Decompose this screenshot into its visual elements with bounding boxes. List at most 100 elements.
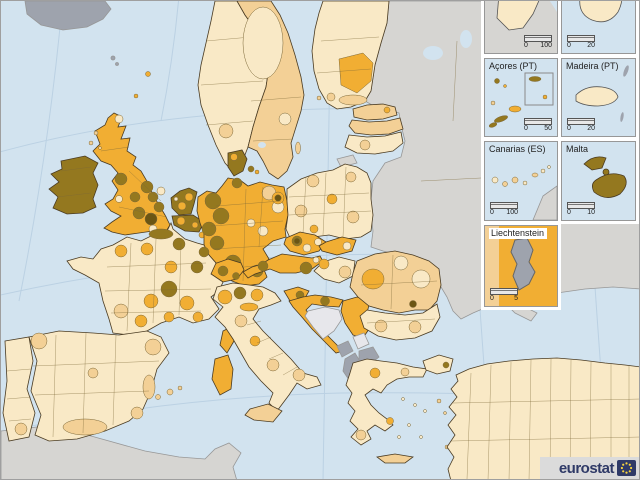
mallorca	[166, 388, 174, 396]
country-sweden	[236, 1, 305, 180]
country-romania	[349, 250, 442, 314]
scalebar: 0 20	[567, 34, 595, 50]
scale-min: 0	[567, 124, 571, 132]
country-czechia	[283, 231, 327, 256]
scale-max: 100	[540, 41, 552, 49]
istanbul-region	[442, 361, 450, 369]
sardinia	[211, 354, 234, 396]
country-poland	[285, 163, 374, 240]
berlin-region	[274, 194, 282, 202]
scalebar: 0 100	[490, 201, 518, 217]
greek-islands	[376, 397, 450, 464]
country-lithuania	[344, 131, 404, 155]
scale-min: 0	[567, 41, 571, 49]
bucharest-region	[409, 300, 417, 308]
inset-canarias: Canarias (ES) 0 100	[484, 141, 558, 221]
scalebar: 0 100	[524, 34, 552, 50]
country-italy	[212, 282, 322, 412]
gotland	[295, 141, 301, 155]
scale-max: 20	[587, 41, 595, 49]
lake-ladoga	[423, 46, 443, 60]
menorca	[177, 385, 183, 391]
country-latvia	[348, 117, 404, 136]
lake-onega	[460, 30, 472, 48]
inset-label: Açores (PT)	[489, 61, 538, 71]
inset-madeira: Madeira (PT) 0 20	[561, 58, 636, 137]
aland	[316, 95, 322, 101]
inset-canarias-map	[491, 165, 557, 220]
scalebar-bar	[490, 287, 518, 295]
scale-max: 10	[587, 208, 595, 216]
inset-reunion-map	[579, 1, 623, 23]
inset-label: Canarias (ES)	[489, 144, 546, 154]
country-ireland	[48, 155, 99, 215]
country-iceland	[24, 1, 112, 31]
country-switzerland	[210, 258, 245, 283]
scalebar-bar	[567, 34, 595, 42]
inset-overseas-guyane: 0 100	[484, 1, 558, 54]
inset-guyane-map	[485, 1, 557, 53]
inset-label: Madeira (PT)	[566, 61, 619, 71]
country-bulgaria	[359, 303, 441, 341]
inset-malta-map	[583, 156, 627, 198]
scale-max: 20	[587, 124, 595, 132]
scale-min: 0	[524, 41, 528, 49]
eurostat-logo: eurostat	[540, 457, 639, 479]
country-montenegro	[336, 340, 354, 358]
inset-madeira-map	[575, 65, 629, 122]
scalebar-bar	[524, 34, 552, 42]
country-austria	[242, 253, 324, 279]
country-slovakia	[318, 236, 357, 256]
ibiza	[155, 394, 161, 400]
country-portugal	[2, 336, 36, 442]
inset-malta: Malta 0 10	[561, 141, 636, 221]
scalebar-bar	[524, 117, 552, 125]
country-finland	[311, 1, 390, 110]
prague-region	[293, 237, 301, 245]
country-spain	[28, 330, 183, 442]
country-estonia	[352, 103, 398, 121]
country-hungary	[313, 256, 356, 284]
scale-max: 50	[544, 124, 552, 132]
inset-label: Liechtenstein	[489, 228, 548, 239]
inset-overseas-reunion: 0 20	[561, 1, 636, 54]
kaliningrad	[336, 154, 358, 168]
scalebar-bar	[567, 117, 595, 125]
country-germany	[196, 177, 289, 287]
scalebar-bar	[567, 201, 595, 209]
inset-azores-map	[488, 72, 554, 128]
sicily	[244, 403, 283, 423]
country-turkey	[422, 354, 639, 479]
lake-vanern	[258, 142, 266, 148]
shetland	[145, 71, 151, 77]
country-netherlands	[170, 187, 198, 216]
scale-max: 5	[514, 294, 518, 302]
country-bosnia	[304, 306, 343, 340]
eu-emblem-icon	[617, 460, 636, 476]
country-belgium	[171, 214, 205, 233]
hebrides	[93, 130, 99, 136]
inset-liechtenstein-map	[485, 226, 536, 306]
inset-azores: Açores (PT) 0 50	[484, 58, 558, 137]
eurostat-logo-text: eurostat	[558, 459, 615, 477]
country-united-kingdom	[88, 71, 171, 236]
scale-min: 0	[524, 124, 528, 132]
scale-min: 0	[490, 294, 494, 302]
scalebar: 0 20	[567, 117, 595, 133]
scale-min: 0	[490, 208, 494, 216]
country-france	[66, 221, 224, 336]
faroe-islands	[110, 55, 116, 61]
country-kosovo	[352, 332, 370, 350]
country-denmark	[227, 149, 260, 177]
scale-max: 100	[506, 208, 518, 216]
scalebar: 0 50	[524, 117, 552, 133]
scalebar: 0 10	[567, 201, 595, 217]
scale-min: 0	[567, 208, 571, 216]
attica-region	[386, 417, 394, 425]
scalebar-bar	[490, 201, 518, 209]
west-balkans	[304, 296, 380, 384]
crete	[376, 453, 414, 464]
